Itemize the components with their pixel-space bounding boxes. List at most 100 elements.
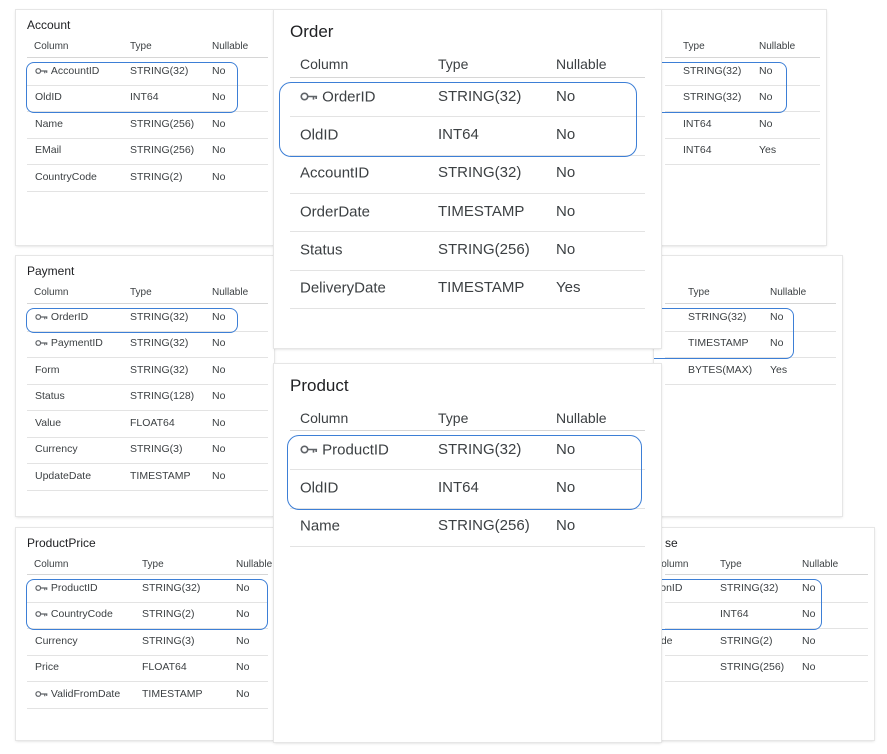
- cell-column: AccountID: [35, 65, 99, 77]
- primary-key-highlight: [26, 62, 238, 113]
- row-divider: [290, 307, 645, 309]
- cell-column: Name: [300, 517, 340, 535]
- row-divider: [665, 628, 868, 629]
- cell-type: STRING(32): [438, 440, 522, 458]
- cell-column: DeliveryDate: [300, 279, 386, 297]
- cell-nullable: No: [236, 687, 250, 700]
- row-divider: [290, 269, 645, 271]
- header-column: Column: [300, 410, 349, 426]
- primary-key-highlight: [287, 435, 642, 510]
- column-name: DeliveryDate: [300, 279, 386, 297]
- row-divider: [27, 601, 268, 603]
- cell-column: OldID: [300, 126, 338, 144]
- cell-nullable: No: [212, 91, 226, 104]
- cell-type: STRING(32): [142, 581, 201, 594]
- cell-nullable: No: [236, 608, 250, 621]
- table-title: Order: [290, 22, 334, 41]
- row-divider: [290, 154, 645, 156]
- cell-type: TIMESTAMP: [130, 469, 191, 482]
- header-type: Type: [720, 559, 742, 570]
- header-nullable: Nullable: [212, 41, 249, 52]
- row-divider: [27, 330, 268, 332]
- cell-type: STRING(256): [438, 241, 530, 259]
- row-divider: [665, 84, 820, 86]
- column-name: Value: [35, 416, 62, 429]
- cell-column: EMail: [35, 144, 61, 156]
- row-divider: [27, 111, 268, 112]
- cell-column: Price: [35, 661, 59, 673]
- table-title: Payment: [27, 264, 75, 278]
- cell-nullable: No: [212, 64, 226, 77]
- key-icon: [35, 68, 48, 74]
- row-divider: [290, 545, 645, 547]
- cell-type: STRING(32): [130, 64, 189, 77]
- header-divider: [27, 57, 268, 58]
- cell-column: ProductID: [300, 441, 389, 459]
- column-name: AccountID: [300, 164, 370, 182]
- cell-type: TIMESTAMP: [142, 687, 203, 700]
- column-name: ProductID: [322, 441, 389, 459]
- cell-column: UpdateDate: [35, 470, 91, 482]
- row-divider: [665, 164, 820, 165]
- cell-nullable: No: [556, 479, 576, 497]
- column-name: Form: [35, 363, 60, 376]
- cell-type: TIMESTAMP: [688, 337, 749, 350]
- cell-nullable: No: [212, 416, 226, 429]
- header-column: Column: [34, 559, 69, 570]
- row-divider: [290, 192, 645, 194]
- header-column: Column: [34, 41, 69, 52]
- column-name: Name: [35, 117, 64, 130]
- cell-type: FLOAT64: [142, 661, 187, 674]
- column-name: CountryCode: [35, 170, 97, 183]
- cell-type: STRING(32): [688, 310, 747, 323]
- cell-column: OrderDate: [300, 203, 370, 220]
- header-column: Column: [34, 287, 69, 298]
- cell-nullable: No: [236, 581, 250, 594]
- cell-type: STRING(256): [438, 517, 530, 535]
- row-divider: [665, 330, 836, 332]
- cell-column: CountryCode: [35, 608, 113, 620]
- cell-column: Currency: [35, 443, 78, 455]
- cell-nullable: No: [802, 581, 816, 594]
- cell-nullable: No: [759, 91, 773, 104]
- cell-type: STRING(32): [130, 337, 189, 350]
- row-divider: [27, 164, 268, 165]
- row-divider: [665, 654, 868, 656]
- cell-nullable: No: [212, 363, 226, 376]
- row-divider: [290, 507, 645, 509]
- cell-nullable: No: [212, 117, 226, 130]
- row-divider: [27, 190, 268, 192]
- row-divider: [27, 436, 268, 438]
- cell-type: STRING(32): [130, 363, 189, 376]
- cell-nullable: No: [212, 443, 226, 456]
- primary-key-highlight: [26, 308, 238, 333]
- cell-type: STRING(32): [130, 310, 189, 323]
- row-divider: [290, 231, 645, 233]
- key-icon: [300, 445, 318, 454]
- row-divider: [27, 84, 268, 86]
- cell-type: INT64: [438, 126, 479, 144]
- row-divider: [27, 707, 268, 709]
- key-icon: [35, 585, 48, 591]
- cell-nullable: No: [556, 440, 576, 458]
- primary-key-highlight: [26, 579, 268, 630]
- cell-nullable: No: [212, 469, 226, 482]
- table-title: Product: [290, 376, 349, 395]
- header-nullable: Nullable: [759, 41, 796, 52]
- header-divider: [27, 303, 268, 304]
- row-divider: [27, 654, 268, 656]
- table-card-right-middle: ColumnTypeNullableSTRING(32)NoTIMESTAMPN…: [654, 256, 842, 516]
- cell-type: INT64: [683, 144, 712, 157]
- cell-nullable: No: [556, 517, 576, 535]
- cell-type: STRING(32): [438, 164, 522, 182]
- header-nullable: Nullable: [212, 287, 249, 298]
- cell-nullable: No: [212, 390, 226, 403]
- cell-nullable: No: [802, 608, 816, 621]
- key-icon: [300, 92, 318, 101]
- column-name: Currency: [35, 443, 78, 456]
- header-nullable: Nullable: [802, 559, 839, 570]
- cell-type: STRING(32): [438, 87, 522, 105]
- primary-key-highlight: [279, 82, 637, 157]
- key-icon: [35, 691, 48, 697]
- cell-nullable: No: [556, 202, 576, 220]
